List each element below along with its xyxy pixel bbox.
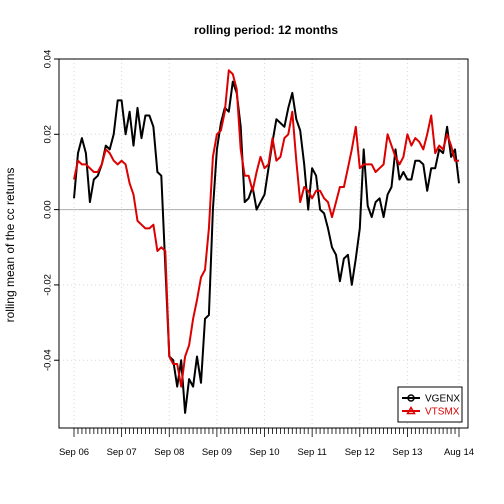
x-tick-label: Aug 14 (444, 447, 474, 458)
y-tick-label: 0.02 (42, 125, 53, 144)
y-axis: -0.04 -0.02 0.00 0.02 0.04 (42, 50, 59, 371)
plot-box (58, 58, 469, 429)
legend-label-vtsmx: VTSMX (425, 407, 460, 418)
y-tick-label: -0.02 (42, 274, 53, 296)
x-tick-label: Sep 10 (249, 447, 279, 458)
x-tick-label: Sep 08 (154, 447, 184, 458)
x-axis: Sep 06 Sep 07 Sep 08 Sep 09 Sep 10 Sep 11 Sep … (59, 428, 474, 458)
legend: VGENX VTSMX (397, 386, 463, 423)
legend-label-vgenx: VGENX (425, 394, 460, 405)
x-tick-label: Sep 12 (345, 447, 375, 458)
x-tick-label: Sep 11 (297, 447, 326, 458)
series-layer (73, 69, 460, 414)
x-tick-label: Sep 09 (202, 447, 232, 458)
x-tick-label: Sep 13 (392, 447, 422, 458)
x-tick-label: Sep 07 (107, 447, 137, 458)
y-axis-label: rolling mean of the cc returns (3, 168, 17, 323)
series-line-vgenx (73, 80, 460, 414)
grid (59, 58, 468, 428)
chart-title: rolling period: 12 months (194, 23, 338, 37)
legend-triangle-marker (406, 406, 416, 415)
legend-box (397, 386, 463, 423)
y-tick-label: 0.04 (42, 50, 53, 69)
y-tick-label: -0.04 (42, 349, 53, 371)
y-tick-label: 0.00 (42, 200, 53, 219)
series-line-vtsmx (73, 69, 459, 388)
legend-circle-marker (407, 394, 415, 402)
x-tick-label: Sep 06 (59, 447, 89, 458)
